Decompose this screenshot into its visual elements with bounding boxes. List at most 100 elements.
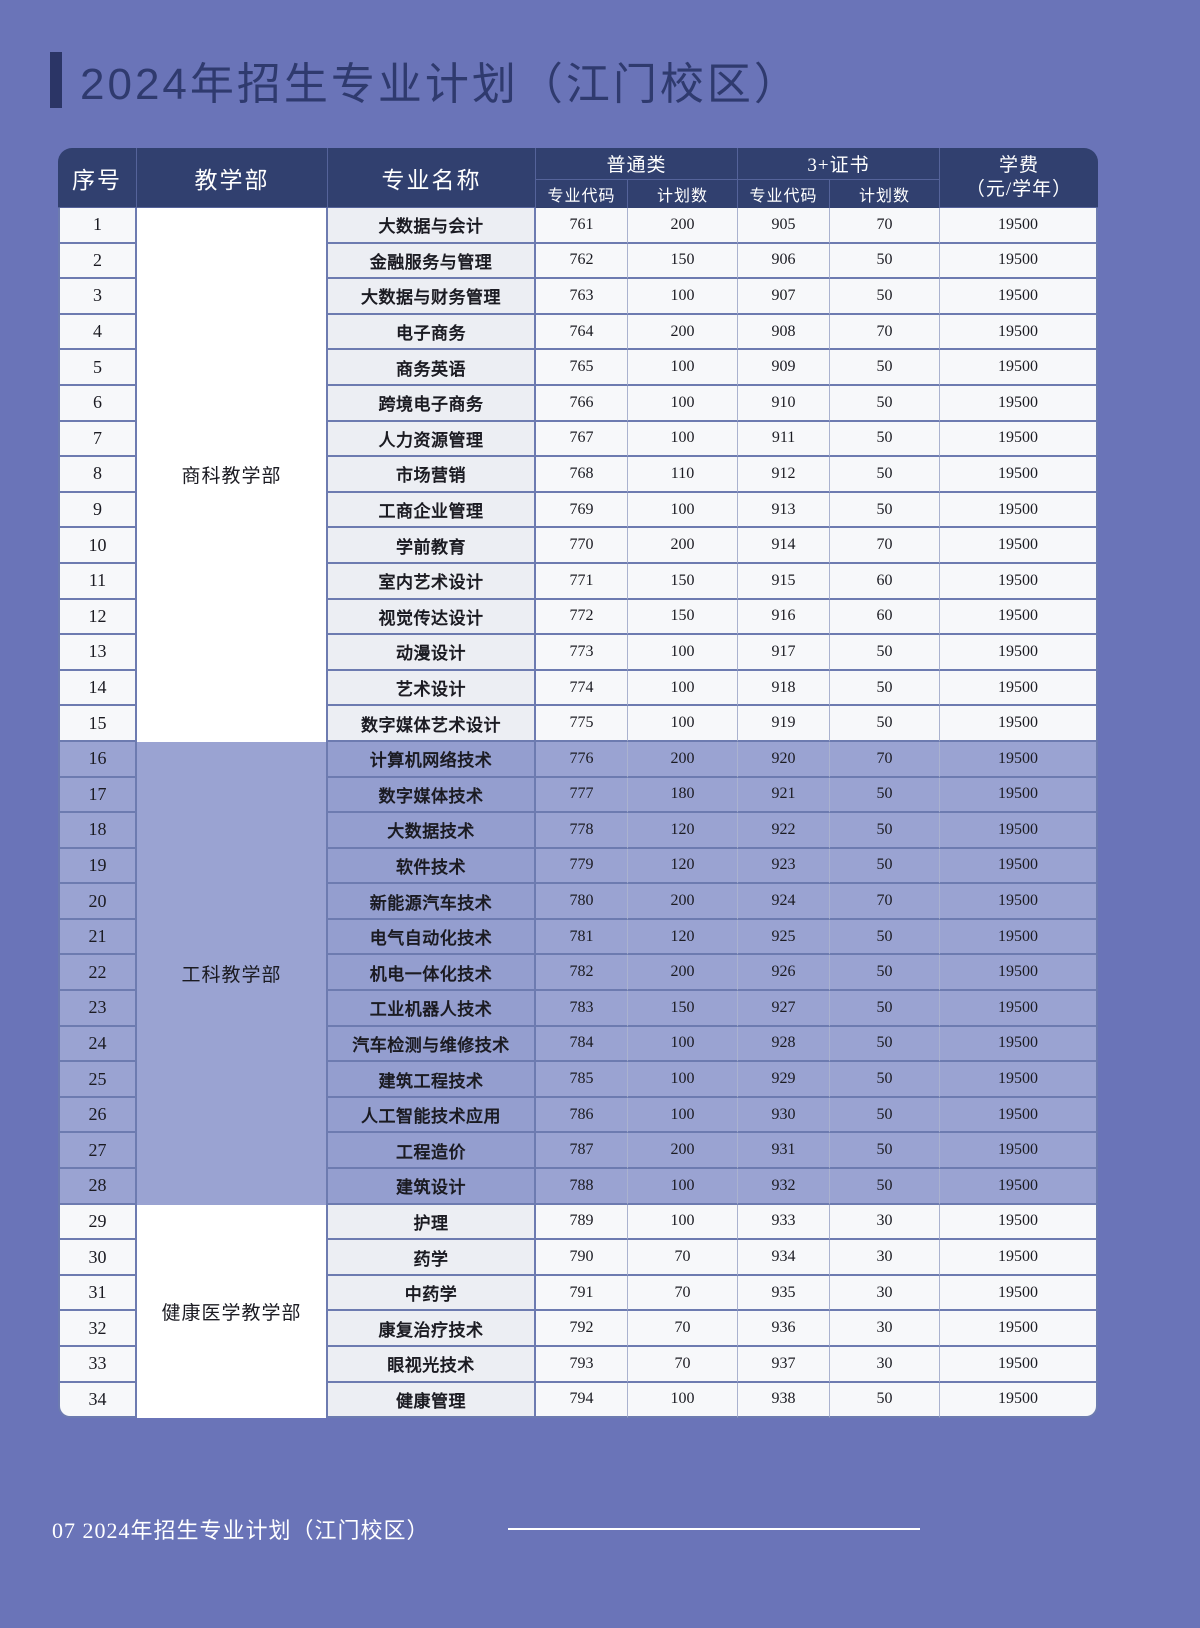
cell-cert-code: 938 — [738, 1382, 831, 1419]
cell-index: 25 — [58, 1062, 137, 1098]
cell-normal-plan: 100 — [628, 421, 739, 458]
cell-cert-plan: 50 — [830, 1169, 941, 1205]
cell-cert-plan: 50 — [830, 492, 941, 529]
cell-index: 22 — [58, 955, 137, 992]
th-group-normal: 普通类 — [536, 148, 739, 180]
cell-major: 数字媒体艺术设计 — [328, 706, 536, 742]
cell-cert-code: 919 — [738, 706, 831, 742]
cell-tuition: 19500 — [940, 1026, 1099, 1063]
cell-tuition: 19500 — [940, 741, 1099, 778]
cell-normal-code: 762 — [536, 243, 628, 280]
cell-index: 26 — [58, 1097, 137, 1134]
cell-cert-plan: 50 — [830, 670, 941, 707]
table-row: 3 大数据与财务管理 763 100 907 50 19500 — [58, 279, 1099, 315]
cell-cert-plan: 50 — [830, 635, 941, 671]
cell-index: 32 — [58, 1311, 137, 1347]
table-row: 9 工商企业管理 769 100 913 50 19500 — [58, 492, 1099, 529]
cell-major: 人工智能技术应用 — [328, 1097, 536, 1134]
cell-index: 28 — [58, 1169, 137, 1205]
cell-cert-plan: 50 — [830, 243, 941, 280]
cell-index: 30 — [58, 1240, 137, 1276]
table-row: 1 商科教学部 大数据与会计 761 200 905 70 19500 — [58, 208, 1099, 742]
cell-tuition: 19500 — [940, 457, 1099, 493]
cell-normal-plan: 200 — [628, 528, 739, 564]
cell-normal-plan: 200 — [628, 314, 739, 351]
cell-index: 9 — [58, 492, 137, 529]
cell-cert-code: 914 — [738, 528, 831, 564]
page-title-block: 2024年招生专业计划（江门校区） — [50, 48, 801, 112]
cell-tuition: 19500 — [940, 1347, 1099, 1383]
table-row: 29 健康医学教学部 护理 789 100 933 30 19500 — [58, 1204, 1099, 1419]
cell-index: 15 — [58, 706, 137, 742]
cell-major: 商务英语 — [328, 350, 536, 386]
cell-tuition: 19500 — [940, 208, 1099, 244]
cell-major: 健康管理 — [328, 1382, 536, 1419]
cell-normal-code: 767 — [536, 421, 628, 458]
cell-tuition: 19500 — [940, 1240, 1099, 1276]
cell-normal-plan: 200 — [628, 955, 739, 992]
cell-cert-code: 908 — [738, 314, 831, 351]
cell-index: 5 — [58, 350, 137, 386]
cell-department: 商科教学部 — [137, 208, 328, 742]
cell-major: 护理 — [328, 1204, 536, 1241]
cell-tuition: 19500 — [940, 991, 1099, 1027]
th-index: 序号 — [58, 148, 137, 208]
cell-cert-plan: 50 — [830, 279, 941, 315]
table-row: 33 眼视光技术 793 70 937 30 19500 — [58, 1347, 1099, 1383]
cell-index: 2 — [58, 243, 137, 280]
cell-normal-plan: 110 — [628, 457, 739, 493]
cell-tuition: 19500 — [940, 670, 1099, 707]
cell-major: 动漫设计 — [328, 635, 536, 671]
table-row: 13 动漫设计 773 100 917 50 19500 — [58, 635, 1099, 671]
cell-major: 市场营销 — [328, 457, 536, 493]
cell-normal-plan: 70 — [628, 1347, 739, 1383]
cell-major: 跨境电子商务 — [328, 385, 536, 422]
cell-normal-code: 773 — [536, 635, 628, 671]
cell-tuition: 19500 — [940, 1097, 1099, 1134]
table-row: 10 学前教育 770 200 914 70 19500 — [58, 528, 1099, 564]
th-group-cert: 3+证书 — [738, 148, 941, 180]
cell-normal-plan: 200 — [628, 884, 739, 920]
cell-cert-plan: 70 — [830, 741, 941, 778]
admission-plan-table: 序号 教学部 专业名称 普通类 3+证书 学费 （元/学年） 专业代码 计划数 … — [58, 148, 1099, 1419]
cell-normal-code: 791 — [536, 1275, 628, 1312]
cell-normal-plan: 150 — [628, 599, 739, 636]
cell-tuition: 19500 — [940, 421, 1099, 458]
cell-cert-code: 932 — [738, 1169, 831, 1205]
cell-cert-code: 934 — [738, 1240, 831, 1276]
cell-index: 1 — [58, 208, 137, 244]
cell-cert-code: 906 — [738, 243, 831, 280]
cell-cert-plan: 70 — [830, 208, 941, 244]
cell-cert-plan: 50 — [830, 1133, 941, 1170]
cell-major: 软件技术 — [328, 848, 536, 885]
cell-normal-plan: 150 — [628, 243, 739, 280]
cell-cert-code: 909 — [738, 350, 831, 386]
page-footer: 07 2024年招生专业计划（江门校区） — [52, 1513, 1148, 1545]
table-row: 22 机电一体化技术 782 200 926 50 19500 — [58, 955, 1099, 992]
cell-major: 机电一体化技术 — [328, 955, 536, 992]
cell-cert-plan: 50 — [830, 1097, 941, 1134]
cell-major: 电气自动化技术 — [328, 919, 536, 956]
cell-major: 中药学 — [328, 1275, 536, 1312]
cell-cert-code: 905 — [738, 208, 831, 244]
cell-cert-plan: 70 — [830, 314, 941, 351]
th-cert-plan: 计划数 — [830, 180, 941, 208]
cell-cert-code: 920 — [738, 741, 831, 778]
table-row: 24 汽车检测与维修技术 784 100 928 50 19500 — [58, 1026, 1099, 1063]
cell-cert-plan: 50 — [830, 421, 941, 458]
cell-normal-code: 764 — [536, 314, 628, 351]
table-row: 7 人力资源管理 767 100 911 50 19500 — [58, 421, 1099, 458]
cell-cert-plan: 50 — [830, 706, 941, 742]
cell-cert-plan: 50 — [830, 1026, 941, 1063]
cell-cert-code: 913 — [738, 492, 831, 529]
cell-cert-plan: 50 — [830, 919, 941, 956]
cell-index: 11 — [58, 563, 137, 600]
cell-normal-plan: 100 — [628, 350, 739, 386]
cell-index: 34 — [58, 1382, 137, 1419]
cell-index: 29 — [58, 1204, 137, 1241]
plan-table-wrapper: 序号 教学部 专业名称 普通类 3+证书 学费 （元/学年） 专业代码 计划数 … — [58, 148, 1099, 1419]
cell-tuition: 19500 — [940, 848, 1099, 885]
cell-cert-code: 924 — [738, 884, 831, 920]
cell-tuition: 19500 — [940, 1062, 1099, 1098]
table-row: 12 视觉传达设计 772 150 916 60 19500 — [58, 599, 1099, 636]
